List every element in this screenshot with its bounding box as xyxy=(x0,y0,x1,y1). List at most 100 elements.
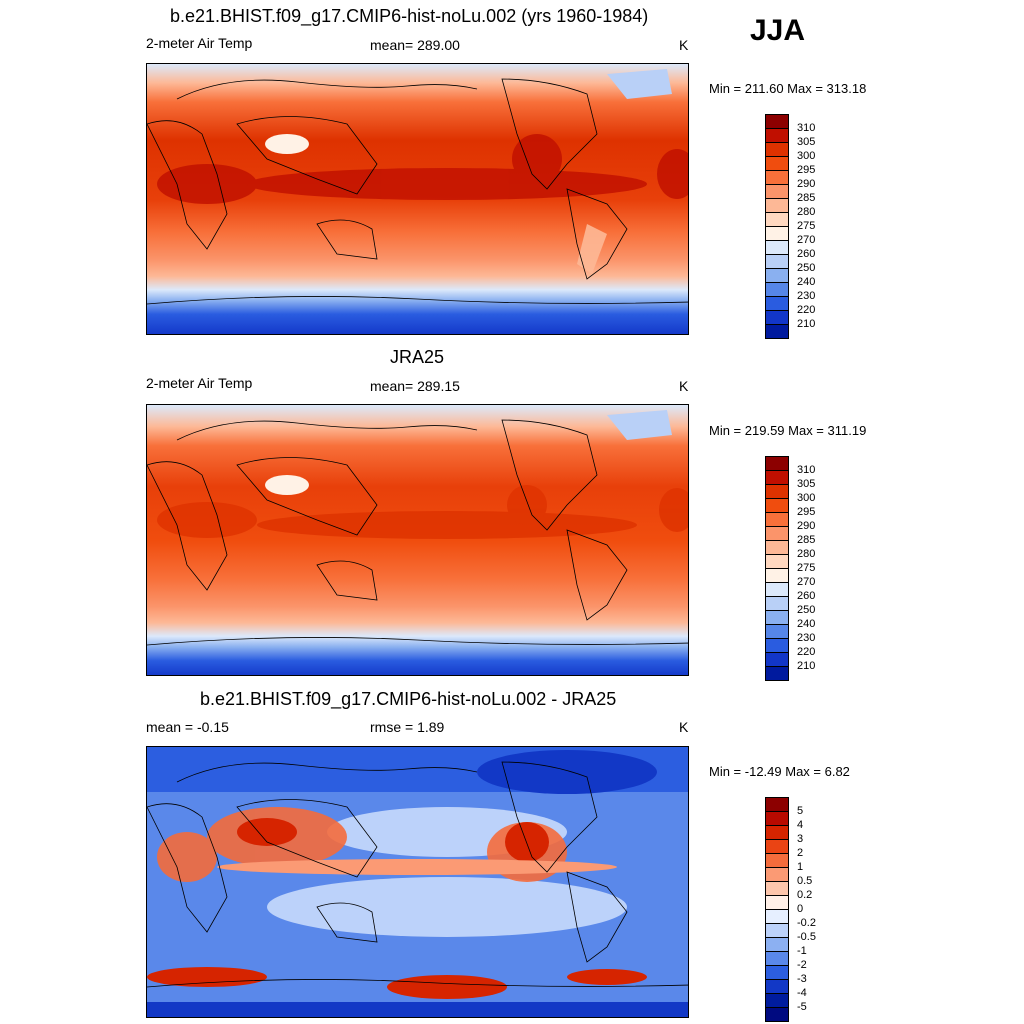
colorbar-tick-label: 3 xyxy=(797,833,804,845)
colorbar-segment xyxy=(765,867,789,882)
colorbar-segment xyxy=(765,540,789,555)
colorbar-tick-label: 260 xyxy=(797,590,816,602)
panel3-colorbar xyxy=(765,797,789,1022)
colorbar-tick-label: 290 xyxy=(797,520,816,532)
colorbar-tick-label: 240 xyxy=(797,618,816,630)
colorbar-segment xyxy=(765,470,789,485)
colorbar-segment xyxy=(765,324,789,339)
panel2-variable-label: 2-meter Air Temp xyxy=(146,375,253,391)
colorbar-segment xyxy=(765,554,789,569)
colorbar-tick-label: 285 xyxy=(797,534,816,546)
season-label: JJA xyxy=(750,14,806,47)
colorbar-tick-label: 240 xyxy=(797,276,816,288)
colorbar-segment xyxy=(765,310,789,325)
colorbar-segment xyxy=(765,624,789,639)
panel2-colorbar xyxy=(765,456,789,681)
colorbar-segment xyxy=(765,498,789,513)
colorbar-segment xyxy=(765,456,789,471)
colorbar-segment xyxy=(765,596,789,611)
colorbar-tick-label: 275 xyxy=(797,220,816,232)
colorbar-segment xyxy=(765,979,789,994)
colorbar-segment xyxy=(765,142,789,157)
colorbar-segment xyxy=(765,666,789,681)
colorbar-segment xyxy=(765,797,789,812)
colorbar-tick-label: 280 xyxy=(797,548,816,560)
colorbar-segment xyxy=(765,484,789,499)
colorbar-tick-label: 300 xyxy=(797,150,816,162)
colorbar-tick-label: 1 xyxy=(797,861,804,873)
colorbar-tick-label: 250 xyxy=(797,604,816,616)
panel1-variable-label: 2-meter Air Temp xyxy=(146,35,253,51)
colorbar-segment xyxy=(765,254,789,269)
colorbar-segment xyxy=(765,881,789,896)
colorbar-tick-label: 290 xyxy=(797,178,816,190)
colorbar-segment xyxy=(765,226,789,241)
colorbar-segment xyxy=(765,526,789,541)
colorbar-tick-label: 250 xyxy=(797,262,816,274)
panel3-rmse-label: rmse = 1.89 xyxy=(370,719,445,735)
panel1-mean-label: mean= 289.00 xyxy=(370,37,460,53)
panel1-unit-label: K xyxy=(679,37,689,53)
colorbar-tick-label: 230 xyxy=(797,290,816,302)
colorbar-segment xyxy=(765,282,789,297)
panel3-map xyxy=(146,746,689,1018)
colorbar-segment xyxy=(765,965,789,980)
colorbar-segment xyxy=(765,268,789,283)
colorbar-tick-label: 310 xyxy=(797,122,816,134)
colorbar-segment xyxy=(765,512,789,527)
colorbar-tick-label: 2 xyxy=(797,847,804,859)
colorbar-segment xyxy=(765,184,789,199)
panel1-map xyxy=(146,63,689,335)
colorbar-tick-label: 305 xyxy=(797,478,816,490)
colorbar-segment xyxy=(765,568,789,583)
colorbar-segment xyxy=(765,212,789,227)
colorbar-tick-label: 210 xyxy=(797,660,816,672)
colorbar-tick-label: 305 xyxy=(797,136,816,148)
colorbar-segment xyxy=(765,296,789,311)
colorbar-segment xyxy=(765,825,789,840)
colorbar-tick-label: 295 xyxy=(797,506,816,518)
colorbar-tick-label: 0.2 xyxy=(797,889,813,901)
colorbar-segment xyxy=(765,156,789,171)
colorbar-segment xyxy=(765,853,789,868)
colorbar-tick-label: 5 xyxy=(797,805,804,817)
colorbar-tick-label: 260 xyxy=(797,248,816,260)
colorbar-tick-label: 295 xyxy=(797,164,816,176)
colorbar-segment xyxy=(765,937,789,952)
colorbar-segment xyxy=(765,582,789,597)
colorbar-segment xyxy=(765,652,789,667)
colorbar-segment xyxy=(765,638,789,653)
colorbar-tick-label: 270 xyxy=(797,234,816,246)
colorbar-tick-label: 280 xyxy=(797,206,816,218)
colorbar-tick-label: -3 xyxy=(797,973,807,985)
colorbar-segment xyxy=(765,839,789,854)
colorbar-tick-label: -1 xyxy=(797,945,807,957)
colorbar-segment xyxy=(765,951,789,966)
colorbar-tick-label: 310 xyxy=(797,464,816,476)
panel2-title: JRA25 xyxy=(390,347,445,367)
panel2-mean-label: mean= 289.15 xyxy=(370,378,460,394)
colorbar-tick-label: 0 xyxy=(797,903,804,915)
colorbar-tick-label: 275 xyxy=(797,562,816,574)
colorbar-segment xyxy=(765,909,789,924)
panel3-minmax-label: Min = -12.49 Max = 6.82 xyxy=(709,764,850,779)
colorbar-tick-label: 0.5 xyxy=(797,875,813,887)
colorbar-tick-label: 210 xyxy=(797,318,816,330)
colorbar-tick-label: -0.2 xyxy=(797,917,816,929)
colorbar-segment xyxy=(765,923,789,938)
colorbar-segment xyxy=(765,170,789,185)
panel3-title: b.e21.BHIST.f09_g17.CMIP6-hist-noLu.002 … xyxy=(200,689,617,709)
panel2-map xyxy=(146,404,689,676)
colorbar-segment xyxy=(765,811,789,826)
colorbar-segment xyxy=(765,128,789,143)
colorbar-segment xyxy=(765,895,789,910)
colorbar-tick-label: 270 xyxy=(797,576,816,588)
panel2-minmax-label: Min = 219.59 Max = 311.19 xyxy=(709,423,867,438)
colorbar-tick-label: -2 xyxy=(797,959,807,971)
colorbar-tick-label: -0.5 xyxy=(797,931,816,943)
panel3-unit-label: K xyxy=(679,719,689,735)
colorbar-tick-label: 4 xyxy=(797,819,804,831)
colorbar-tick-label: 285 xyxy=(797,192,816,204)
colorbar-tick-label: 220 xyxy=(797,646,816,658)
colorbar-tick-label: -4 xyxy=(797,987,807,999)
